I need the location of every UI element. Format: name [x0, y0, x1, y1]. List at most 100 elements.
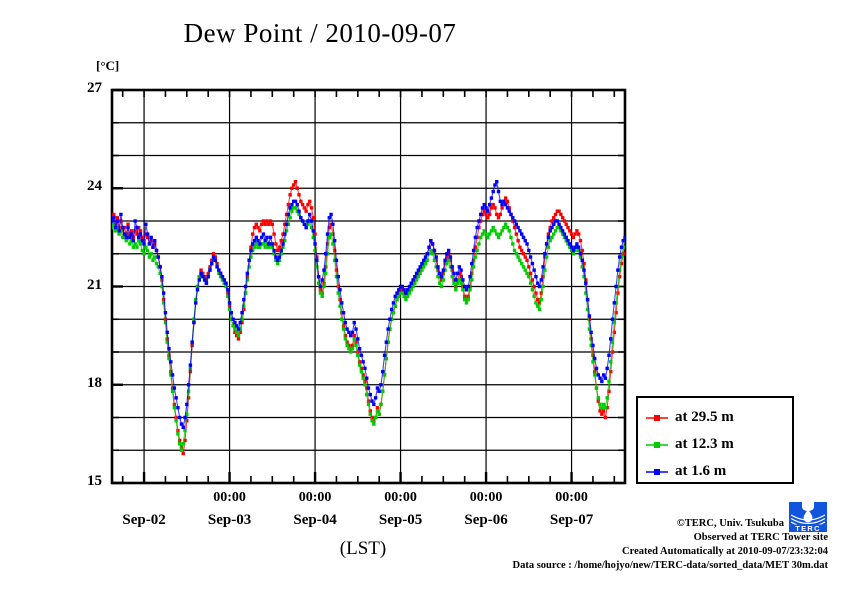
data-point: [324, 265, 328, 269]
data-point: [224, 281, 228, 285]
data-point: [475, 235, 479, 240]
data-point: [557, 225, 561, 230]
data-point: [222, 281, 226, 285]
data-point: [120, 225, 125, 230]
data-point: [470, 278, 474, 282]
data-point: [331, 222, 335, 226]
x-tick-time-label: 00:00: [213, 490, 246, 505]
data-point: [402, 288, 406, 292]
data-point: [341, 327, 346, 331]
data-point: [124, 232, 128, 236]
data-point: [211, 252, 216, 256]
data-point: [151, 258, 155, 262]
data-point: [436, 265, 440, 269]
data-point: [571, 235, 576, 240]
data-point: [113, 229, 118, 233]
data-point: [288, 216, 292, 220]
data-point: [272, 248, 276, 253]
data-point: [120, 235, 125, 240]
data-point: [288, 206, 292, 210]
data-point: [539, 291, 543, 295]
data-point: [363, 383, 367, 387]
data-point: [393, 304, 397, 308]
data-point: [350, 347, 355, 351]
data-point: [356, 350, 360, 354]
data-point: [486, 216, 490, 220]
x-tick-time-label: 00:00: [555, 490, 588, 505]
data-point: [405, 288, 410, 292]
data-point: [122, 232, 127, 236]
data-point: [347, 330, 351, 335]
data-point: [559, 212, 563, 217]
y-tick-label: 21: [87, 276, 102, 293]
data-point: [382, 353, 387, 357]
data-point: [564, 235, 568, 240]
data-point: [172, 386, 177, 390]
data-point: [379, 402, 383, 407]
data-point: [548, 229, 552, 233]
data-point: [605, 396, 609, 400]
data-point: [331, 242, 335, 246]
data-point: [251, 242, 255, 246]
data-point: [607, 353, 611, 357]
data-point: [129, 229, 134, 233]
data-point: [336, 291, 340, 295]
data-point: [194, 301, 198, 305]
data-point: [381, 369, 385, 374]
data-point: [560, 229, 565, 233]
data-point: [539, 278, 543, 282]
data-point: [277, 255, 282, 259]
data-point: [482, 202, 486, 207]
data-point: [509, 235, 513, 240]
data-point: [231, 317, 235, 321]
data-point: [222, 278, 226, 282]
data-point: [128, 232, 132, 236]
data-point: [560, 232, 565, 236]
data-point: [384, 356, 389, 361]
data-point: [391, 301, 396, 305]
data-point: [505, 206, 510, 210]
data-point: [575, 245, 579, 249]
data-point: [153, 238, 157, 243]
data-point: [283, 222, 287, 226]
data-point: [541, 265, 545, 269]
data-point: [145, 248, 150, 253]
data-point: [240, 311, 244, 315]
data-point: [500, 229, 504, 233]
data-point: [258, 242, 262, 246]
footer-copyright: ©TERC, Univ. Tsukuba: [676, 518, 784, 529]
data-point: [160, 274, 164, 279]
data-point: [243, 291, 248, 295]
data-point: [174, 396, 178, 400]
data-point: [398, 291, 403, 295]
data-point: [279, 248, 283, 253]
data-point: [149, 252, 153, 256]
data-point: [571, 248, 576, 253]
data-point: [609, 369, 613, 374]
data-point: [389, 317, 394, 321]
data-point: [112, 222, 116, 226]
data-point: [462, 294, 467, 299]
data-point: [541, 274, 545, 279]
data-point: [234, 330, 239, 335]
data-point: [582, 274, 586, 279]
data-point: [436, 268, 440, 272]
data-point: [550, 235, 554, 240]
data-point: [479, 212, 483, 217]
data-point: [512, 219, 517, 223]
data-point: [445, 255, 449, 259]
data-point: [461, 288, 465, 292]
data-point: [600, 379, 604, 384]
data-point: [532, 284, 536, 289]
data-point: [313, 242, 317, 246]
data-point: [593, 373, 597, 377]
data-point: [370, 399, 374, 403]
data-point: [137, 238, 141, 243]
data-point: [566, 242, 570, 246]
data-point: [268, 219, 273, 223]
data-point: [418, 271, 422, 276]
data-point: [176, 432, 180, 436]
data-point: [354, 327, 358, 331]
data-point: [479, 219, 483, 223]
data-point: [281, 242, 285, 246]
